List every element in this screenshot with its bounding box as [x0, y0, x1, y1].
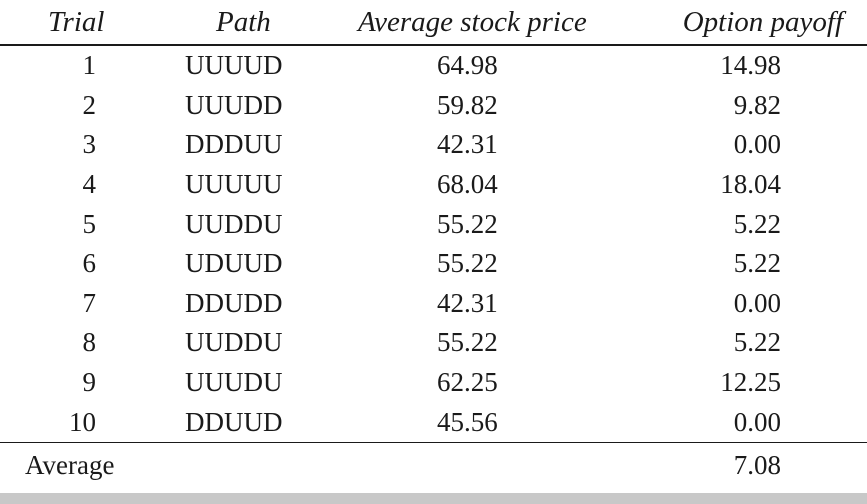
table-header: Trial Path Average stock price Option pa…: [0, 0, 867, 46]
table-footer: Average 7.08: [0, 441, 867, 488]
cell-payoff: 5.22: [733, 208, 781, 239]
cell-path: UUUDU: [185, 367, 283, 398]
cell-payoff: 14.98: [720, 50, 781, 81]
table-row: 3 DDDUU 42.31 0.00: [0, 125, 867, 165]
cell-payoff: 0.00: [733, 406, 781, 437]
cell-payoff: 0.00: [733, 129, 781, 160]
table-row: 6 UDUUD 55.22 5.22: [0, 244, 867, 284]
cell-average-price: 45.56: [437, 406, 498, 437]
cell-trial: 1: [82, 50, 97, 81]
cell-payoff: 18.04: [720, 169, 781, 200]
cell-trial: 5: [82, 208, 97, 239]
cell-payoff: 5.22: [733, 327, 781, 358]
table-row: 4 UUUUU 68.04 18.04: [0, 165, 867, 205]
footer-average-label: Average: [0, 441, 600, 488]
cell-path: UUUDD: [185, 89, 283, 120]
cell-path: UDUUD: [185, 248, 283, 279]
table-row: 5 UUDDU 55.22 5.22: [0, 204, 867, 244]
cell-payoff: 9.82: [733, 89, 781, 120]
table-row: 8 UUDDU 55.22 5.22: [0, 323, 867, 363]
table-row: 9 UUUDU 62.25 12.25: [0, 363, 867, 403]
cell-average-price: 42.31: [437, 287, 498, 318]
cell-average-price: 68.04: [437, 169, 498, 200]
cell-average-price: 59.82: [437, 89, 498, 120]
cell-payoff: 5.22: [733, 248, 781, 279]
cell-trial: 3: [82, 129, 97, 160]
cell-trial: 6: [82, 248, 97, 279]
cell-path: UUDDU: [185, 208, 283, 239]
header-row: Trial Path Average stock price Option pa…: [0, 0, 867, 46]
table-row: 7 DDUDD 42.31 0.00: [0, 284, 867, 324]
cell-trial: 9: [82, 367, 97, 398]
cell-path: UUDDU: [185, 327, 283, 358]
simulation-table: Trial Path Average stock price Option pa…: [0, 0, 867, 488]
header-path: Path: [160, 0, 290, 46]
cell-average-price: 55.22: [437, 208, 498, 239]
header-average-stock-price: Average stock price: [290, 0, 600, 46]
cell-payoff: 0.00: [733, 287, 781, 318]
cell-path: DDUUD: [185, 406, 283, 437]
cell-average-price: 55.22: [437, 248, 498, 279]
header-trial: Trial: [0, 0, 160, 46]
cell-average-price: 62.25: [437, 367, 498, 398]
table-row: 2 UUUDD 59.82 9.82: [0, 86, 867, 126]
footer-row: Average 7.08: [0, 441, 867, 488]
cell-path: UUUUD: [185, 50, 283, 81]
cell-path: DDDUU: [185, 129, 283, 160]
cell-trial: 4: [82, 169, 97, 200]
cell-trial: 10: [69, 406, 96, 437]
cell-average-price: 64.98: [437, 50, 498, 81]
cell-path: UUUUU: [185, 169, 283, 200]
header-option-payoff: Option payoff: [600, 0, 867, 46]
simulation-table-container: Trial Path Average stock price Option pa…: [0, 0, 867, 488]
cell-average-price: 42.31: [437, 129, 498, 160]
bottom-divider-bar: [0, 493, 867, 504]
footer-average-payoff: 7.08: [600, 441, 867, 488]
cell-payoff: 12.25: [720, 367, 781, 398]
cell-trial: 7: [82, 287, 97, 318]
cell-path: DDUDD: [185, 287, 283, 318]
cell-trial: 8: [82, 327, 97, 358]
table-row: 10 DDUUD 45.56 0.00: [0, 402, 867, 442]
table-row: 1 UUUUD 64.98 14.98: [0, 45, 867, 86]
cell-average-price: 55.22: [437, 327, 498, 358]
table-body: 1 UUUUD 64.98 14.98 2 UUUDD 59.82 9.82 3…: [0, 45, 867, 442]
cell-trial: 2: [82, 89, 97, 120]
